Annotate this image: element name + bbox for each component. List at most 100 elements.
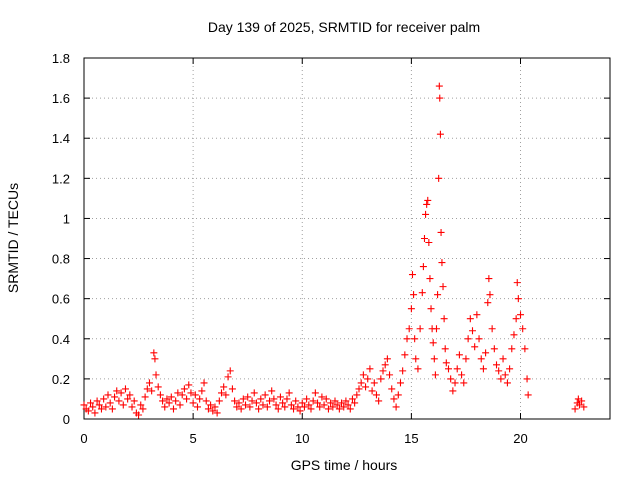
y-tick-label: 1.4 xyxy=(52,131,70,146)
data-point xyxy=(477,355,485,363)
data-point xyxy=(248,397,256,405)
data-point xyxy=(513,279,521,287)
data-point xyxy=(468,327,476,335)
data-point xyxy=(392,403,400,411)
data-point xyxy=(154,383,162,391)
data-point xyxy=(449,387,457,395)
data-point xyxy=(410,291,418,299)
data-point xyxy=(307,405,315,413)
data-point xyxy=(519,325,527,333)
data-point xyxy=(510,331,518,339)
data-point xyxy=(237,405,245,413)
data-point xyxy=(396,379,404,387)
grid-lines xyxy=(84,58,610,419)
data-point xyxy=(193,403,201,411)
data-point xyxy=(163,395,171,403)
data-point xyxy=(327,399,335,407)
axis-ticks xyxy=(83,57,610,420)
data-point xyxy=(426,275,434,283)
data-point xyxy=(506,365,514,373)
x-tick-label: 0 xyxy=(80,431,87,446)
data-point xyxy=(285,389,293,397)
data-point xyxy=(453,365,461,373)
data-point xyxy=(575,401,583,409)
data-point xyxy=(215,397,223,405)
data-point xyxy=(316,403,324,411)
data-point xyxy=(357,379,365,387)
data-point xyxy=(462,355,470,363)
data-point xyxy=(431,371,439,379)
data-point xyxy=(226,367,234,375)
data-point xyxy=(207,401,215,409)
data-point xyxy=(213,409,221,417)
data-point xyxy=(490,345,498,353)
data-point xyxy=(151,355,159,363)
data-point xyxy=(150,349,158,357)
data-point xyxy=(202,397,210,405)
data-point xyxy=(187,389,195,397)
data-point xyxy=(324,405,332,413)
data-point xyxy=(447,375,455,383)
data-point xyxy=(439,283,447,291)
data-point xyxy=(432,325,440,333)
data-point xyxy=(218,389,226,397)
data-point xyxy=(143,385,151,393)
data-point xyxy=(412,355,420,363)
data-point xyxy=(418,289,426,297)
data-point xyxy=(152,371,160,379)
data-point xyxy=(482,349,490,357)
data-point xyxy=(425,239,433,247)
data-point xyxy=(261,391,269,399)
data-point xyxy=(300,403,308,411)
data-point xyxy=(281,403,289,411)
data-point xyxy=(178,391,186,399)
data-point xyxy=(435,174,443,182)
data-point xyxy=(290,405,298,413)
x-tick-label: 20 xyxy=(513,431,527,446)
data-point xyxy=(283,395,291,403)
data-point xyxy=(257,395,265,403)
data-point xyxy=(508,345,516,353)
data-point xyxy=(344,401,352,409)
data-point xyxy=(189,399,197,407)
data-point xyxy=(176,401,184,409)
data-point xyxy=(436,94,444,102)
data-point xyxy=(263,403,271,411)
data-point xyxy=(475,335,483,343)
data-point xyxy=(335,405,343,413)
data-point xyxy=(331,397,339,405)
data-point xyxy=(342,397,350,405)
data-point xyxy=(172,397,180,405)
y-tick-label: 0.6 xyxy=(52,292,70,307)
data-point xyxy=(252,399,260,407)
data-point xyxy=(340,403,348,411)
data-point xyxy=(495,367,503,375)
data-point xyxy=(451,379,459,387)
data-point xyxy=(333,401,341,409)
data-point xyxy=(309,397,317,405)
data-point xyxy=(115,397,123,405)
data-point xyxy=(104,391,112,399)
data-point xyxy=(161,403,169,411)
data-point xyxy=(148,387,156,395)
data-point xyxy=(438,259,446,267)
data-point xyxy=(464,335,472,343)
data-point xyxy=(167,393,175,401)
data-point xyxy=(200,379,208,387)
data-point xyxy=(303,395,311,403)
data-point xyxy=(141,393,149,401)
data-point xyxy=(434,291,442,299)
data-point xyxy=(222,391,230,399)
data-point xyxy=(84,407,92,415)
data-point xyxy=(165,399,173,407)
data-point xyxy=(242,401,250,409)
data-point xyxy=(204,405,212,413)
data-point xyxy=(246,403,254,411)
data-point xyxy=(444,365,452,373)
data-point xyxy=(512,315,520,323)
data-point xyxy=(106,399,114,407)
data-point xyxy=(414,365,422,373)
data-point xyxy=(259,401,267,409)
data-point xyxy=(224,373,232,381)
